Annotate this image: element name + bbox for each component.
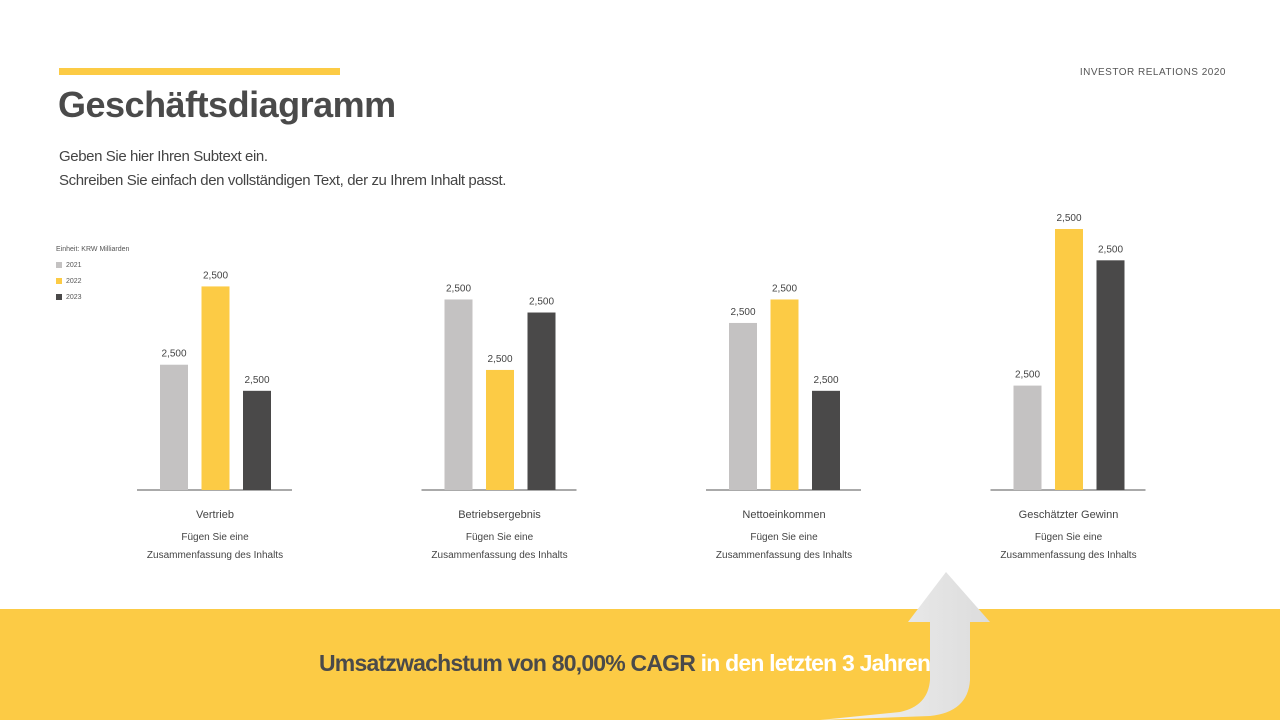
data-label: 2,500 <box>529 297 554 308</box>
data-label: 2,500 <box>1015 370 1040 381</box>
data-label: 2,500 <box>244 375 269 386</box>
category-label: Betriebsergebnis <box>458 509 541 521</box>
bar-2021 <box>160 364 188 490</box>
category-caption: Nettoeinkommen Fügen Sie eine Zusammenfass… <box>684 509 884 565</box>
subtitle: Geben Sie hier Ihren Subtext ein. Schrei… <box>59 145 506 193</box>
bar-2023 <box>1096 260 1125 490</box>
category-caption: Vertrieb Fügen Sie eine Zusammenfassung de… <box>115 509 315 565</box>
category-description: Zusammenfassung des Inhalts <box>715 550 853 561</box>
data-label: 2,500 <box>772 283 797 294</box>
category-caption: Geschätzter Gewinn Fügen Sie eine Zusammen… <box>969 509 1169 565</box>
subtitle-line: Geben Sie hier Ihren Subtext ein. <box>59 148 268 165</box>
bar-2022 <box>201 286 230 490</box>
category-description: Fügen Sie eine <box>181 532 249 543</box>
category-caption: Betriebsergebnis Fügen Sie eine Zusammenfa… <box>400 509 600 565</box>
accent-bar <box>59 68 340 75</box>
data-label: 2,500 <box>203 270 228 281</box>
banner <box>0 609 1280 720</box>
category-label: Geschätzter Gewinn <box>1018 509 1119 521</box>
unit-label: Einheit: KRW Milliarden <box>56 245 130 253</box>
category-description: Zusammenfassung des Inhalts <box>146 550 284 561</box>
category-label: Nettoeinkommen <box>742 509 826 521</box>
legend: Einheit: KRW Milliarden 2021 2022 2023 <box>56 241 129 305</box>
page-title: Geschäftsdiagramm <box>58 84 396 125</box>
bar-2023 <box>243 390 271 490</box>
category-description: Zusammenfassung des Inhalts <box>431 550 568 561</box>
data-label: 2,500 <box>730 307 755 318</box>
legend-item: 2023 <box>56 289 129 305</box>
data-label: 2,500 <box>487 354 512 365</box>
category-description: Fügen Sie eine <box>1034 532 1103 543</box>
category-description: Fügen Sie eine <box>465 532 534 543</box>
data-label: 2,500 <box>813 375 838 386</box>
bar-2021 <box>729 322 757 490</box>
data-label: 2,500 <box>161 349 186 360</box>
header-tag: INVESTOR RELATIONS 2020 <box>1079 67 1226 78</box>
banner-message: Umsatzwachstum von 80,00% CAGR in den le… <box>319 650 931 676</box>
subtitle-line: Schreiben Sie einfach den vollständigen … <box>59 172 507 189</box>
category-description: Zusammenfassung des Inhalts <box>1000 550 1137 561</box>
bar-2021 <box>1013 385 1042 490</box>
bar-2022 <box>486 369 514 490</box>
bar-2023 <box>812 390 840 490</box>
category-label: Vertrieb <box>196 509 234 521</box>
data-label: 2,500 <box>446 283 471 294</box>
bar-2022 <box>770 299 799 490</box>
legend-item: 2022 <box>56 273 129 289</box>
data-label: 2,500 <box>1098 244 1123 255</box>
data-label: 2,500 <box>1056 213 1081 224</box>
legend-item: 2021 <box>56 257 129 273</box>
bar-2022 <box>1055 229 1083 490</box>
bar-2023 <box>527 312 556 490</box>
bar-2021 <box>444 299 473 490</box>
category-description: Fügen Sie eine <box>750 532 818 543</box>
